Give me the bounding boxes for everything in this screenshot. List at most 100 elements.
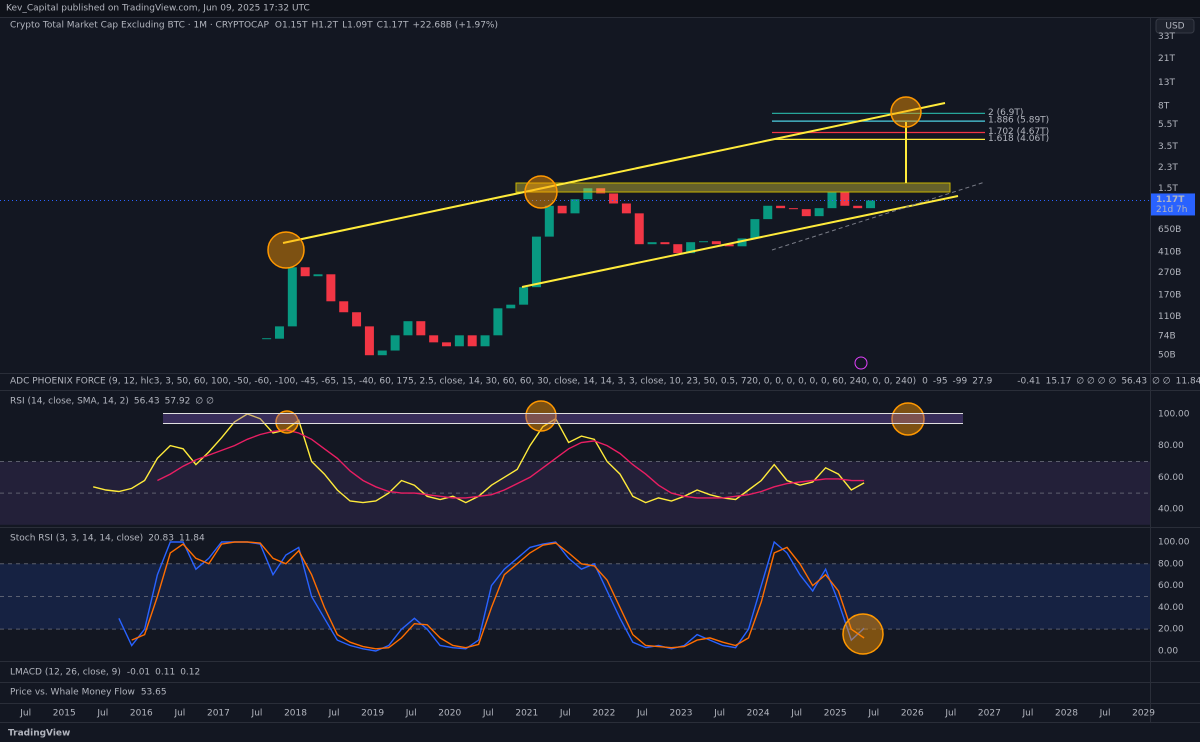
candle	[429, 335, 439, 343]
channel-lower	[521, 195, 959, 288]
x-tick-label: Jul	[713, 709, 725, 719]
footer-logo: TradingView	[8, 729, 70, 739]
candle	[339, 301, 349, 313]
x-tick-label: Jul	[944, 709, 956, 719]
indicator-title: LMACD (12, 26, close, 9)	[10, 668, 121, 678]
x-tick-label: 2028	[1055, 709, 1078, 719]
candle	[711, 241, 721, 245]
highlight-circle	[891, 402, 925, 436]
series-line	[157, 429, 865, 499]
highlight-circles	[267, 96, 925, 655]
separators	[0, 17, 1200, 723]
x-tick-label: 2022	[592, 709, 615, 719]
legend-value: 53.65	[141, 688, 167, 698]
candle	[737, 238, 747, 247]
y-tick-label: 0.00	[1158, 646, 1178, 656]
ohlc-value: L1.09T	[342, 21, 373, 31]
y-tick-label: 100.00	[1158, 409, 1190, 419]
x-tick-label: Jul	[1099, 709, 1111, 719]
candle	[531, 236, 541, 288]
y-tick-label: 1.5T	[1158, 184, 1178, 194]
y-tick-label: 100.00	[1158, 537, 1190, 547]
x-tick-label: Jul	[1022, 709, 1034, 719]
y-tick-label: 80.00	[1158, 559, 1184, 569]
ohlc-value: +22.68B (+1.97%)	[412, 21, 498, 31]
x-tick-label: Jul	[251, 709, 263, 719]
legend-value: -0.01	[127, 668, 150, 678]
indicator-title: RSI (14, close, SMA, 14, 2)	[10, 397, 129, 407]
x-tick-label: Jul	[19, 709, 31, 719]
candle	[776, 205, 786, 209]
highlight-circle	[267, 231, 305, 269]
candle	[814, 208, 824, 217]
y-tick-label: 8T	[1158, 102, 1170, 112]
candle	[300, 267, 310, 277]
highlight-circle	[275, 410, 299, 434]
candle	[698, 241, 708, 243]
indicator-title: Stoch RSI (3, 3, 14, 14, close)	[10, 534, 143, 544]
x-tick-label: 2025	[824, 709, 847, 719]
candle	[519, 287, 529, 305]
candle	[454, 335, 464, 347]
x-tick-label: 2015	[53, 709, 76, 719]
x-tick-label: Jul	[96, 709, 108, 719]
x-tick-label: Jul	[559, 709, 571, 719]
publisher: Kev_Capital published on TradingView.com…	[6, 4, 310, 14]
candle	[403, 321, 413, 336]
currency-button[interactable]	[1155, 18, 1195, 34]
symbol-title: Crypto Total Market Cap Excluding BTC · …	[10, 21, 269, 31]
y-tick-label: 3.5T	[1158, 142, 1178, 152]
x-tick-label: Jul	[867, 709, 879, 719]
legend-value: -0.41	[1017, 377, 1040, 387]
countdown: 21d 7h	[1156, 205, 1187, 215]
legend-value: 0	[922, 377, 928, 387]
currency[interactable]: USD	[1165, 22, 1184, 32]
alert-icon[interactable]	[854, 356, 868, 370]
candle	[801, 209, 811, 217]
candle	[621, 203, 631, 214]
last-price-label: 1.17T	[1156, 195, 1185, 205]
candle	[866, 200, 876, 209]
y-tick-label: 60.00	[1158, 473, 1184, 483]
candle	[352, 312, 362, 327]
y-tick-label: 60.00	[1158, 581, 1184, 591]
x-tick-label: 2027	[978, 709, 1001, 719]
legend-value: 27.9	[972, 377, 992, 387]
x-tick-label: Jul	[790, 709, 802, 719]
band	[0, 461, 1150, 525]
candle	[788, 208, 798, 210]
candle	[570, 199, 580, 214]
highlight-circle	[842, 613, 884, 655]
y-tick-label: 20.00	[1158, 625, 1184, 635]
legend-value: ∅ ∅	[195, 397, 214, 407]
ohlc-value: C1.17T	[377, 21, 409, 31]
candle	[673, 244, 683, 254]
legend-value: 0.11	[155, 668, 175, 678]
candle	[763, 205, 773, 220]
x-tick-label: 2023	[670, 709, 693, 719]
x-tick-label: 2024	[747, 709, 770, 719]
candle	[544, 205, 554, 237]
fib-label: 1.886 (5.89T)	[988, 116, 1049, 126]
candle	[557, 205, 567, 214]
legend-value: -99	[953, 377, 968, 387]
y-tick-label: 2.3T	[1158, 163, 1178, 173]
x-tick-label: Jul	[328, 709, 340, 719]
series-line	[131, 541, 865, 650]
candle	[609, 193, 619, 204]
x-tick-label: 2019	[361, 709, 384, 719]
candle	[686, 242, 696, 254]
candle	[442, 342, 452, 347]
legend-value: 57.92	[165, 397, 191, 407]
ohlc-value: H1.2T	[312, 21, 339, 31]
y-tick-label: 40.00	[1158, 504, 1184, 514]
legend-value: -95	[933, 377, 948, 387]
legend-value: 20.83	[148, 534, 174, 544]
y-tick-label: 650B	[1158, 225, 1181, 235]
x-tick-label: 2029	[1132, 709, 1155, 719]
candle	[750, 219, 760, 239]
y-tick-label: 270B	[1158, 268, 1181, 278]
x-tick-label: Jul	[636, 709, 648, 719]
candle	[467, 335, 477, 347]
